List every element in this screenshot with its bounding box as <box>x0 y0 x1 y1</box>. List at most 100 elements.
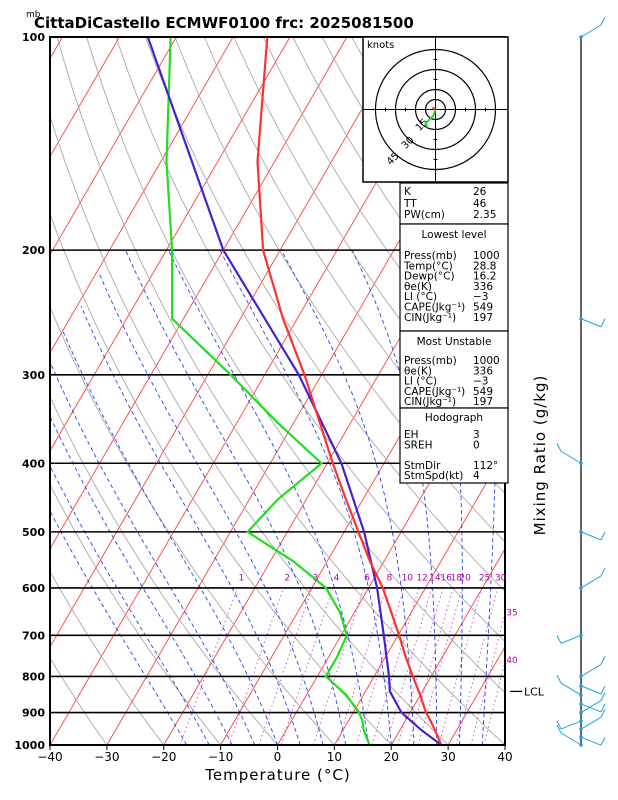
isotherm-line <box>50 37 234 354</box>
lowest-row-key: Dewp(°C) <box>404 271 455 283</box>
moist-adiabat <box>80 306 301 745</box>
moist-adiabat <box>219 249 392 745</box>
index-k-value: 26 <box>473 186 487 198</box>
mixing-ratio-line <box>336 587 387 745</box>
wind-barb <box>560 450 582 464</box>
most-unstable-box <box>399 330 509 409</box>
mixing-ratio-line <box>483 659 505 745</box>
moist-adiabat <box>62 330 278 745</box>
mixing-ratio-label: 35 <box>506 609 517 619</box>
pressure-tick-label: 400 <box>22 457 45 470</box>
hodo-row-key: StmSpd(kt) <box>404 470 463 482</box>
pressure-tick-label: 300 <box>22 369 45 382</box>
moist-adiabat <box>50 415 233 745</box>
lowest-row-value: 1000 <box>473 250 500 262</box>
isotherm-line <box>334 449 505 745</box>
mixing-ratio-line <box>312 587 365 745</box>
isotherm-line <box>50 37 348 550</box>
wind-barb-flag <box>600 685 606 695</box>
wind-barb <box>580 703 602 713</box>
lowest-row-value: −3 <box>473 291 488 303</box>
lowest-row-key: LI (°C) <box>404 291 437 303</box>
dry-adiabat <box>558 37 618 760</box>
isotherm-line <box>0 37 6 745</box>
mixing-ratio-line <box>258 587 313 745</box>
x-tick-label: 40 <box>497 750 512 764</box>
mu-row-value: −3 <box>473 376 488 388</box>
wind-barb <box>560 682 582 696</box>
dewpoint-line <box>165 37 371 745</box>
lowest-row-value: 16.2 <box>473 271 496 283</box>
pressure-tick-label: 500 <box>22 526 45 539</box>
mixing-ratio-label: 16 <box>440 574 452 584</box>
mixing-ratio-label: 30 <box>495 574 507 584</box>
hodo-row-key: EH <box>404 429 419 441</box>
mu-row-key: CAPE(Jkg⁻¹) <box>404 386 465 398</box>
parcel-line <box>146 37 442 745</box>
wind-barb-flag <box>600 656 606 665</box>
dry-adiabat <box>50 570 165 745</box>
wind-barb <box>580 685 602 695</box>
dry-adiabat <box>50 657 108 745</box>
hodograph-unit-label: knots <box>367 40 394 51</box>
wind-barb-flag <box>556 443 562 452</box>
pressure-tick-label: 900 <box>22 707 45 720</box>
lcl-label: LCL <box>524 685 545 698</box>
mb-unit-label: mb <box>26 10 41 20</box>
temperature-line <box>256 37 443 745</box>
x-tick-label: 30 <box>440 750 455 764</box>
mu-row-value: 336 <box>473 365 493 377</box>
mixing-ratio-line <box>438 587 483 745</box>
lowest-row-key: Press(mb) <box>404 250 457 262</box>
wind-barb-flag <box>600 703 606 713</box>
pressure-tick-label: 1000 <box>14 739 45 752</box>
mu-row-key: Press(mb) <box>404 355 457 367</box>
moist-adiabat <box>50 464 210 745</box>
lowest-row-value: 336 <box>473 281 493 293</box>
x-tick-label: 20 <box>384 750 399 764</box>
isotherm-line <box>50 37 177 256</box>
mu-row-value: 549 <box>473 386 493 398</box>
hodograph-trace-high <box>431 106 437 111</box>
mixing-ratio-label: 10 <box>402 574 414 584</box>
mixing-ratio-label: 25 <box>479 574 490 584</box>
mixing-ratio-label: 12 <box>416 574 427 584</box>
pressure-tick-label: 700 <box>22 629 45 642</box>
wind-barb-flag <box>600 16 606 26</box>
lowest-row-value: 549 <box>473 302 493 314</box>
dry-adiabat <box>50 395 279 745</box>
indices-table: K 26 TT 46 PW(cm) 2.35 Lowest level Press(mb) 10… <box>399 182 509 484</box>
dry-adiabat <box>86 37 505 694</box>
wind-barb <box>560 720 582 730</box>
wind-barb-flag <box>600 692 606 701</box>
isotherm-line <box>50 37 120 158</box>
wind-profile <box>556 16 606 747</box>
mixing-ratio-line <box>355 587 405 745</box>
lowest-row-key: CAPE(Jkg⁻¹) <box>404 302 465 314</box>
wind-barb-flag <box>600 531 606 541</box>
pressure-tick-label: 600 <box>22 582 45 595</box>
mixing-ratio-label: 8 <box>387 574 393 584</box>
mixing-ratio-label: 20 <box>459 574 471 584</box>
moist-adiabat <box>50 360 256 745</box>
dry-adiabat <box>587 37 618 760</box>
x-axis-label: Temperature (°C) <box>204 766 350 784</box>
index-tt-key: TT <box>403 198 417 210</box>
dry-adiabat <box>115 37 505 643</box>
lowest-level-title: Lowest level <box>421 229 486 241</box>
dry-adiabat <box>56 37 505 745</box>
mixing-ratio-line <box>417 587 463 745</box>
wind-barb <box>580 575 602 589</box>
mu-row-key: θe(K) <box>404 365 432 377</box>
wind-barb-flag <box>600 567 606 577</box>
wind-barb-flag <box>556 674 562 684</box>
wind-barb <box>580 24 602 38</box>
mixing-ratio-line <box>407 587 454 745</box>
dry-adiabat <box>50 483 222 745</box>
isotherm-line <box>50 37 291 452</box>
lowest-row-key: CIN(Jkg⁻¹) <box>404 312 456 324</box>
mixing-ratio-label: 40 <box>506 656 518 666</box>
dry-adiabat <box>498 37 505 47</box>
dry-adiabat <box>145 37 505 592</box>
